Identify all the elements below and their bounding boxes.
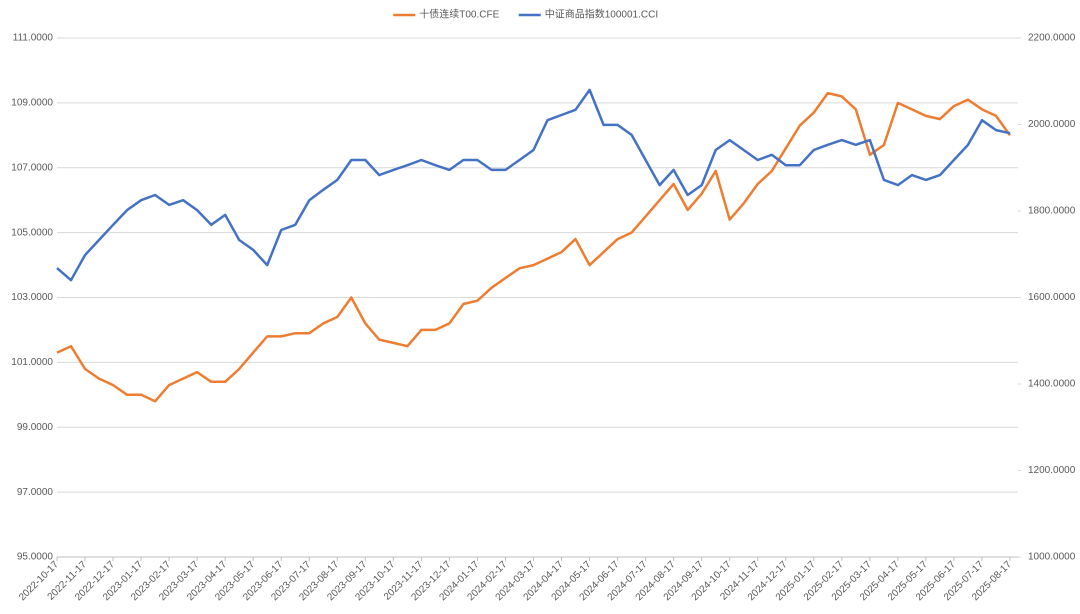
- y-tick-label: 101.0000: [11, 357, 53, 368]
- y-tick-label: 95.0000: [17, 552, 54, 563]
- y-tick-label: 97.0000: [17, 487, 54, 498]
- y2-tick-label: 1400.0000: [1028, 379, 1076, 390]
- series-line: [56, 91, 1012, 403]
- legend-label: 十债连续T00.CFE: [419, 8, 499, 21]
- y-tick-label: 99.0000: [17, 422, 54, 433]
- y2-tick-label: 1800.0000: [1028, 206, 1076, 217]
- y2-tick-label: 2200.0000: [1028, 33, 1076, 44]
- y-tick-label: 105.0000: [11, 227, 53, 238]
- y2-tick-label: 1000.0000: [1028, 552, 1076, 563]
- y2-tick-label: 1600.0000: [1028, 292, 1076, 303]
- y2-tick-label: 1200.0000: [1028, 465, 1076, 476]
- y-tick-label: 103.0000: [11, 292, 53, 303]
- legend-label: 中证商品指数100001.CCI: [545, 8, 658, 21]
- y2-tick-label: 2000.0000: [1028, 119, 1076, 130]
- y-tick-label: 111.0000: [13, 33, 54, 44]
- y-tick-label: 109.0000: [11, 98, 53, 109]
- y-tick-label: 107.0000: [11, 162, 53, 173]
- series-line: [56, 88, 1011, 282]
